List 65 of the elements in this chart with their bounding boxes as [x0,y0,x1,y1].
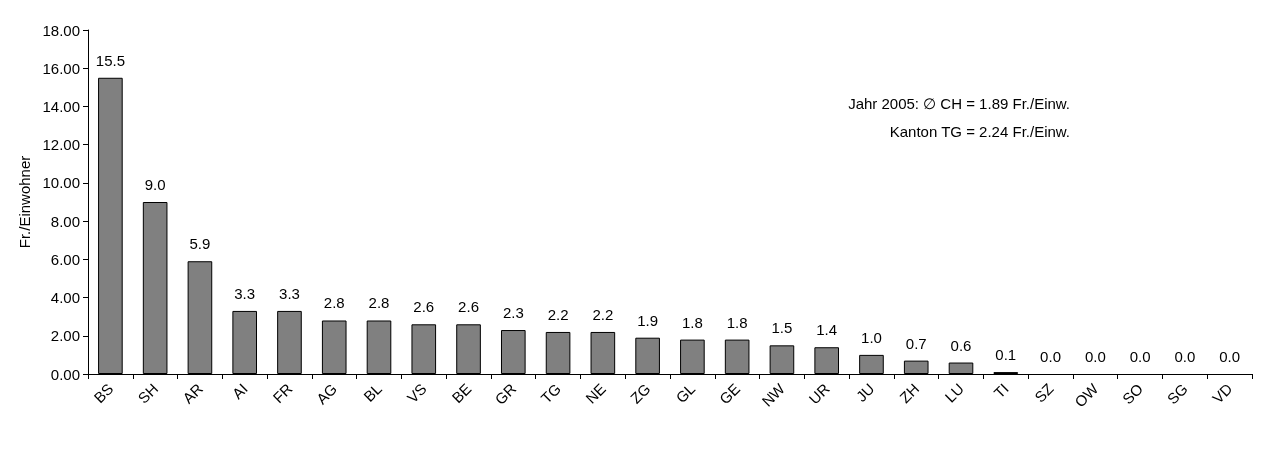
data-label: 1.4 [816,321,838,339]
x-tick-label: SZ [1030,379,1057,406]
y-tick-label: 10.00 [42,174,80,192]
data-label: 9.0 [144,176,166,193]
x-tick-label: SO [1118,379,1147,408]
x-tick-label: GE [715,379,744,408]
y-tick-label: 4.00 [50,289,80,307]
x-tick-label: VS [403,379,430,407]
data-label: 1.8 [726,313,748,331]
x-tick-label: TI [990,379,1012,402]
data-label: 2.8 [368,294,390,312]
data-label: 0.0 [1174,348,1196,365]
x-tick-label: BS [90,379,117,407]
x-tick-label: OW [1071,379,1102,411]
data-label: 0.0 [1040,348,1061,365]
annotation: Kanton TG = 2.24 Fr./Einw. [889,123,1070,140]
x-tick-label: LU [941,379,968,406]
y-axis-title: Fr./Einwohner [15,155,33,249]
data-label: 15.5 [95,51,125,69]
y-tick-label: 6.00 [50,250,80,268]
y-tick-label: 0.00 [50,365,80,383]
x-tick-label: ZH [896,379,923,407]
x-tick-label: NW [758,379,789,410]
data-label: 2.6 [458,298,479,316]
data-label: 2.3 [502,304,524,322]
data-label: 1.9 [637,311,659,329]
data-label: 2.2 [592,305,614,323]
x-tick-label: JU [852,379,878,405]
x-tick-label: AR [179,379,207,407]
data-label: 0.0 [1129,348,1151,365]
x-tick-label: SH [134,379,162,407]
y-tick-label: 2.00 [50,327,80,345]
x-tick-label: BL [360,379,386,405]
x-tick-label: GR [491,379,520,408]
y-tick-label: 18.00 [42,21,80,39]
annotation: Jahr 2005: ∅ CH = 1.89 Fr./Einw. [848,95,1070,112]
x-tick-label: UR [805,379,833,408]
x-tick-label: TG [537,379,565,407]
data-label: 1.8 [681,313,703,331]
x-tick-label: SG [1163,379,1191,408]
y-tick-label: 8.00 [50,212,80,230]
x-tick-label: NE [582,379,609,407]
data-label: 0.7 [905,334,927,352]
data-label: 1.5 [771,319,793,337]
data-label: 5.9 [189,235,211,253]
data-label: 0.1 [995,346,1017,364]
x-tick-label: AI [228,379,251,403]
data-label: 0.6 [950,336,972,354]
data-label: 2.2 [547,305,569,323]
x-tick-label: GL [672,379,699,407]
data-label: 1.0 [861,328,882,346]
y-tick-label: 14.00 [42,97,80,115]
x-tick-label: AG [312,379,341,408]
data-label: 0.0 [1084,348,1106,365]
x-tick-label: VD [1208,379,1236,407]
x-tick-label: BE [448,379,475,407]
data-label: 3.3 [279,284,300,302]
x-tick-label: FR [269,379,296,407]
y-tick-label: 12.00 [42,136,80,154]
x-tick-label: ZG [626,379,654,407]
y-tick-label: 16.00 [42,59,80,77]
data-label: 0.0 [1219,348,1241,365]
data-label: 2.6 [413,298,435,316]
data-label: 2.8 [323,294,345,312]
data-label: 3.3 [234,284,256,302]
